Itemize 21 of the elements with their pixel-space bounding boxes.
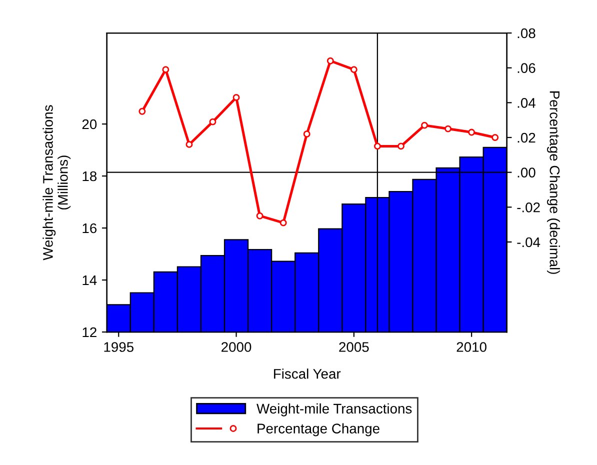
x-tick-label: 2005 <box>339 342 369 352</box>
y2-tick-label: .00 <box>518 168 536 178</box>
y2-tick-label: -.04 <box>517 237 540 248</box>
y-tick-label: 20 <box>82 119 97 130</box>
x-axis-title: Fiscal Year <box>274 368 341 379</box>
y2-tick-label: -.02 <box>517 202 540 212</box>
legend-label: Weight-mile Transactions <box>256 403 412 416</box>
x-tick-label: 2000 <box>222 342 252 352</box>
y2-tick-label: .02 <box>518 132 536 143</box>
y-tick-label: 12 <box>82 327 96 338</box>
y-tick-label: 16 <box>82 223 97 234</box>
y-axis-title: Weight-mile Transactions (Millions) <box>42 105 71 260</box>
y2-tick-label: .08 <box>518 28 536 38</box>
y2-tick-label: .04 <box>518 98 536 108</box>
y-tick-label: 14 <box>82 275 97 286</box>
y2-axis-title: Percentage Change (decimal) <box>547 91 560 274</box>
x-tick-label: 1995 <box>104 342 134 352</box>
x-tick-label: 2010 <box>456 342 486 352</box>
y-tick-label: 18 <box>82 171 97 182</box>
y2-tick-label: .06 <box>518 63 536 74</box>
legend-label: Percentage Change <box>258 423 380 436</box>
